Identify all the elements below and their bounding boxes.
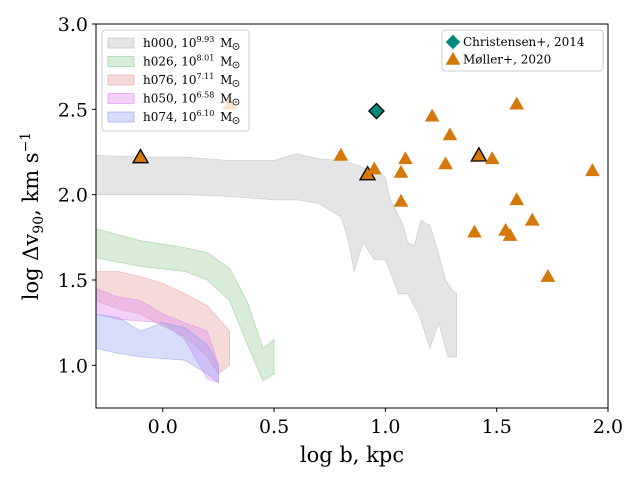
triangle-point <box>540 268 556 282</box>
band-h026 <box>95 228 275 382</box>
x-axis-label: log b, kpc <box>300 443 404 467</box>
y-tick-label: 1.0 <box>58 355 88 377</box>
sun-icon <box>232 117 240 124</box>
legend-label-text: h074, 10 <box>143 110 197 124</box>
legend-label-h050: h050, 106.58 M <box>143 91 232 106</box>
legend-triangle-icon <box>445 51 461 65</box>
diamond-point <box>367 102 385 120</box>
legend-label-unit: M <box>216 110 232 124</box>
legend-label-h074: h074, 106.10 M <box>143 109 232 124</box>
triangle-point <box>424 108 440 122</box>
sun-icon-dot <box>235 119 237 122</box>
legend-label-exponent: 7.11 <box>197 72 215 81</box>
sun-icon <box>232 43 240 50</box>
bands-layer <box>95 153 458 384</box>
triangle-point <box>509 192 525 206</box>
triangle-point <box>470 146 488 162</box>
triangle-point <box>467 224 482 238</box>
y-axis-label-unit: , km s <box>19 152 43 215</box>
legend-label-text: h076, 10 <box>143 73 197 87</box>
legend-label-h000: h000, 109.93 M <box>143 35 232 50</box>
legend-swatch-h076 <box>107 74 135 86</box>
y-axis-label-main: log Δv <box>19 234 43 301</box>
legend-diamond-icon <box>445 34 461 50</box>
sun-icon-dot <box>235 101 237 103</box>
triangle-point <box>131 148 150 164</box>
legend-points-items: Christensen+, 2014 Møller+, 2020 <box>445 34 585 67</box>
triangle-point <box>398 151 413 165</box>
legend-label-h076: h076, 107.11 M <box>143 72 232 87</box>
triangle-point <box>393 193 409 207</box>
legend-points-frame <box>441 29 604 72</box>
triangle-point <box>585 163 600 177</box>
sun-icon-dot <box>235 64 237 66</box>
triangle-point <box>502 228 518 241</box>
legend-label-unit: M <box>216 55 232 69</box>
legend-points: Christensen+, 2014 Møller+, 2020 <box>441 29 604 72</box>
legend-label-unit: M <box>216 73 232 87</box>
x-tick-label: 0.0 <box>148 416 178 438</box>
legend-label-text: h000, 10 <box>143 36 197 50</box>
band-h000 <box>95 153 458 358</box>
legend-series-label: Møller+, 2020 <box>463 53 551 67</box>
y-tick-label: 1.5 <box>58 270 88 292</box>
triangle-point <box>484 151 500 165</box>
x-tick-label: 1.0 <box>370 416 400 438</box>
x-tick-label: 2.0 <box>593 416 623 438</box>
legend-label-exponent: 6.58 <box>197 91 215 100</box>
y-axis-label-sub: 90 <box>31 216 47 234</box>
ticks-layer: 0.0 0.5 1.0 1.5 2.0 1.0 1.5 2.0 2.5 3.0 <box>58 14 623 438</box>
legend-swatch-h000 <box>107 37 135 49</box>
legend-swatch-h074 <box>107 111 135 123</box>
y-tick-label: 2.5 <box>58 99 88 121</box>
triangle-point <box>438 156 453 170</box>
sun-icon-dot <box>235 82 237 85</box>
y-axis-label: log Δv90, km s−1 <box>18 132 47 300</box>
triangle-point <box>366 161 382 175</box>
triangle-point <box>442 127 458 141</box>
legend-label-exponent: 8.01 <box>197 54 215 63</box>
sun-icon <box>232 61 240 69</box>
legend-label-unit: M <box>216 92 232 106</box>
y-tick-label: 2.0 <box>58 185 88 207</box>
sun-icon <box>232 80 240 87</box>
legend-series-label: Christensen+, 2014 <box>463 35 585 49</box>
x-tick-label: 1.5 <box>482 416 512 438</box>
legend-swatch-h050 <box>107 93 135 104</box>
legend-swatch-h026 <box>107 56 135 67</box>
plot-frame <box>95 23 609 409</box>
legend-label-text: h050, 10 <box>143 92 197 106</box>
band-h074 <box>95 313 219 384</box>
x-tick-label: 0.5 <box>259 416 289 438</box>
y-axis-label-unit-sup: −1 <box>18 132 34 153</box>
sun-icon-dot <box>235 45 237 48</box>
triangle-point <box>393 164 409 178</box>
triangle-point <box>333 147 349 161</box>
legend-label-exponent: 6.10 <box>197 109 215 118</box>
legend-bands-frame <box>101 29 250 132</box>
triangle-point <box>509 96 525 110</box>
triangle-point <box>524 212 540 226</box>
legend-label-text: h026, 10 <box>143 55 197 69</box>
legend-label-h026: h026, 108.01 M <box>143 54 232 69</box>
sun-icon <box>232 98 240 106</box>
legend-label-exponent: 9.93 <box>197 35 215 44</box>
y-tick-label: 3.0 <box>58 14 88 36</box>
legend-label-unit: M <box>216 36 232 50</box>
